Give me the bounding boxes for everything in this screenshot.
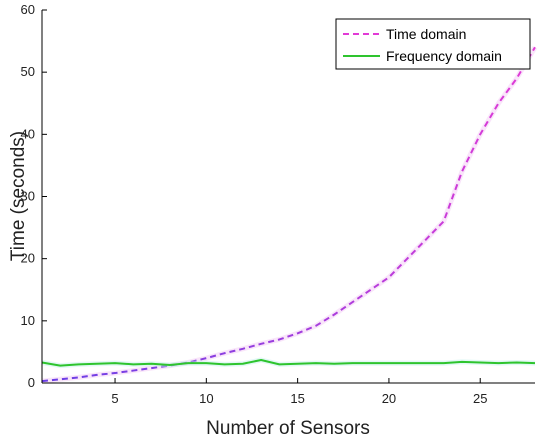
x-tick-label: 10 xyxy=(199,391,213,406)
x-tick-label: 5 xyxy=(111,391,118,406)
y-tick-label: 60 xyxy=(21,2,35,17)
y-axis-label: Time (seconds) xyxy=(8,131,29,261)
x-axis-label: Number of Sensors xyxy=(206,418,370,439)
legend-label-frequency-domain: Frequency domain xyxy=(386,48,502,64)
legend: Time domain Frequency domain xyxy=(335,18,531,70)
x-tick-label: 20 xyxy=(382,391,396,406)
x-tick-label: 15 xyxy=(290,391,304,406)
series-line-time-domain xyxy=(41,46,536,383)
y-tick-label: 10 xyxy=(21,313,35,328)
legend-label-time-domain: Time domain xyxy=(386,26,466,42)
series-layer xyxy=(41,46,538,384)
y-tick-label: 0 xyxy=(28,375,35,390)
x-tick-label: 25 xyxy=(473,391,487,406)
legend-box xyxy=(335,18,531,70)
y-tick-label: 50 xyxy=(21,64,35,79)
y-tick-label: 30 xyxy=(21,189,35,204)
y-tick-label: 20 xyxy=(21,251,35,266)
ticks-layer: 0 10 20 30 40 50 60 5 10 15 20 25 xyxy=(21,2,488,406)
series-line-frequency-domain xyxy=(41,358,536,367)
y-tick-label: 40 xyxy=(21,126,35,141)
